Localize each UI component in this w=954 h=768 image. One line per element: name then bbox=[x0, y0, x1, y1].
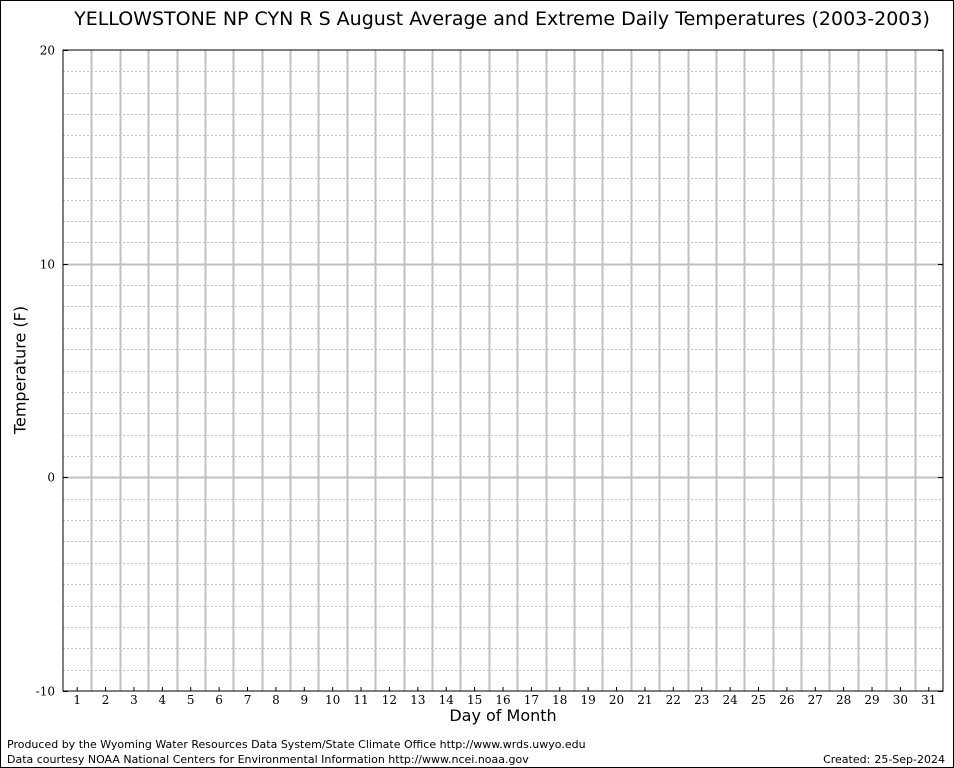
x-tick-label: 7 bbox=[244, 693, 252, 707]
x-tick-label: 12 bbox=[382, 693, 397, 707]
created-label: Created: bbox=[823, 753, 871, 766]
x-tick-label: 27 bbox=[808, 693, 823, 707]
x-tick-label: 4 bbox=[159, 693, 167, 707]
y-tick-label: 20 bbox=[40, 44, 55, 58]
x-tick-label: 3 bbox=[130, 693, 138, 707]
y-tick-label: 0 bbox=[47, 471, 55, 485]
x-tick-label: 18 bbox=[552, 693, 567, 707]
x-tick-label: 8 bbox=[272, 693, 280, 707]
x-tick-label: 31 bbox=[921, 693, 936, 707]
x-tick-label: 25 bbox=[751, 693, 766, 707]
x-tick-label: 22 bbox=[666, 693, 681, 707]
plot-border bbox=[62, 49, 944, 692]
x-tick-label: 23 bbox=[694, 693, 709, 707]
x-tick-label: 5 bbox=[187, 693, 195, 707]
x-gridlines bbox=[90, 50, 917, 691]
y-tick-labels: -10 0 10 20 bbox=[36, 44, 943, 699]
footer-created: Created: 25-Sep-2024 bbox=[823, 753, 945, 766]
x-tick-label: 29 bbox=[864, 693, 879, 707]
x-tick-label: 9 bbox=[300, 693, 308, 707]
x-tick-label: 19 bbox=[581, 693, 596, 707]
x-tick-label: 15 bbox=[467, 693, 482, 707]
footer-produced-by: Produced by the Wyoming Water Resources … bbox=[7, 738, 586, 751]
footer-data-courtesy: Data courtesy NOAA National Centers for … bbox=[7, 753, 529, 766]
minor-gridlines bbox=[63, 71, 943, 671]
major-gridlines bbox=[63, 263, 943, 479]
x-tick-label: 13 bbox=[410, 693, 425, 707]
x-tick-label: 28 bbox=[836, 693, 851, 707]
x-tick-label: 17 bbox=[524, 693, 539, 707]
y-tick-label: -10 bbox=[36, 685, 55, 699]
x-tick-label: 14 bbox=[439, 693, 455, 707]
y-tick-label: 10 bbox=[40, 258, 55, 272]
x-tick-label: 16 bbox=[495, 693, 510, 707]
x-tick-label: 26 bbox=[779, 693, 794, 707]
x-tick-label: 21 bbox=[637, 693, 652, 707]
x-tick-label: 30 bbox=[893, 693, 908, 707]
x-tick-label: 6 bbox=[215, 693, 223, 707]
created-date: 25-Sep-2024 bbox=[874, 753, 945, 766]
x-tick-label: 10 bbox=[325, 693, 340, 707]
x-tick-label: 20 bbox=[609, 693, 624, 707]
x-tick-label: 1 bbox=[73, 693, 81, 707]
x-tick-label: 2 bbox=[102, 693, 110, 707]
x-tick-labels: 1 2 3 4 5 6 7 8 9 10 11 12 13 14 15 16 17 18 19 20 21 22 23 24 2… bbox=[73, 687, 936, 707]
x-axis-label: Day of Month bbox=[449, 706, 557, 725]
chart-title: YELLOWSTONE NP CYN R S August Average an… bbox=[74, 8, 930, 30]
y-axis-label: Temperature (F) bbox=[10, 305, 30, 435]
x-tick-label: 24 bbox=[722, 693, 738, 707]
x-tick-label: 11 bbox=[353, 693, 368, 707]
